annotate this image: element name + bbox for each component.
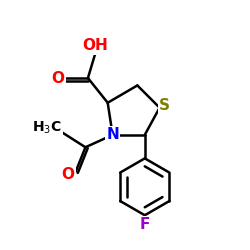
Text: N: N [106,128,119,142]
Text: OH: OH [82,38,108,54]
Text: O: O [62,167,75,182]
Text: S: S [159,98,170,113]
Text: O: O [52,70,65,86]
Text: F: F [140,217,150,232]
Text: H$_3$C: H$_3$C [32,119,62,136]
